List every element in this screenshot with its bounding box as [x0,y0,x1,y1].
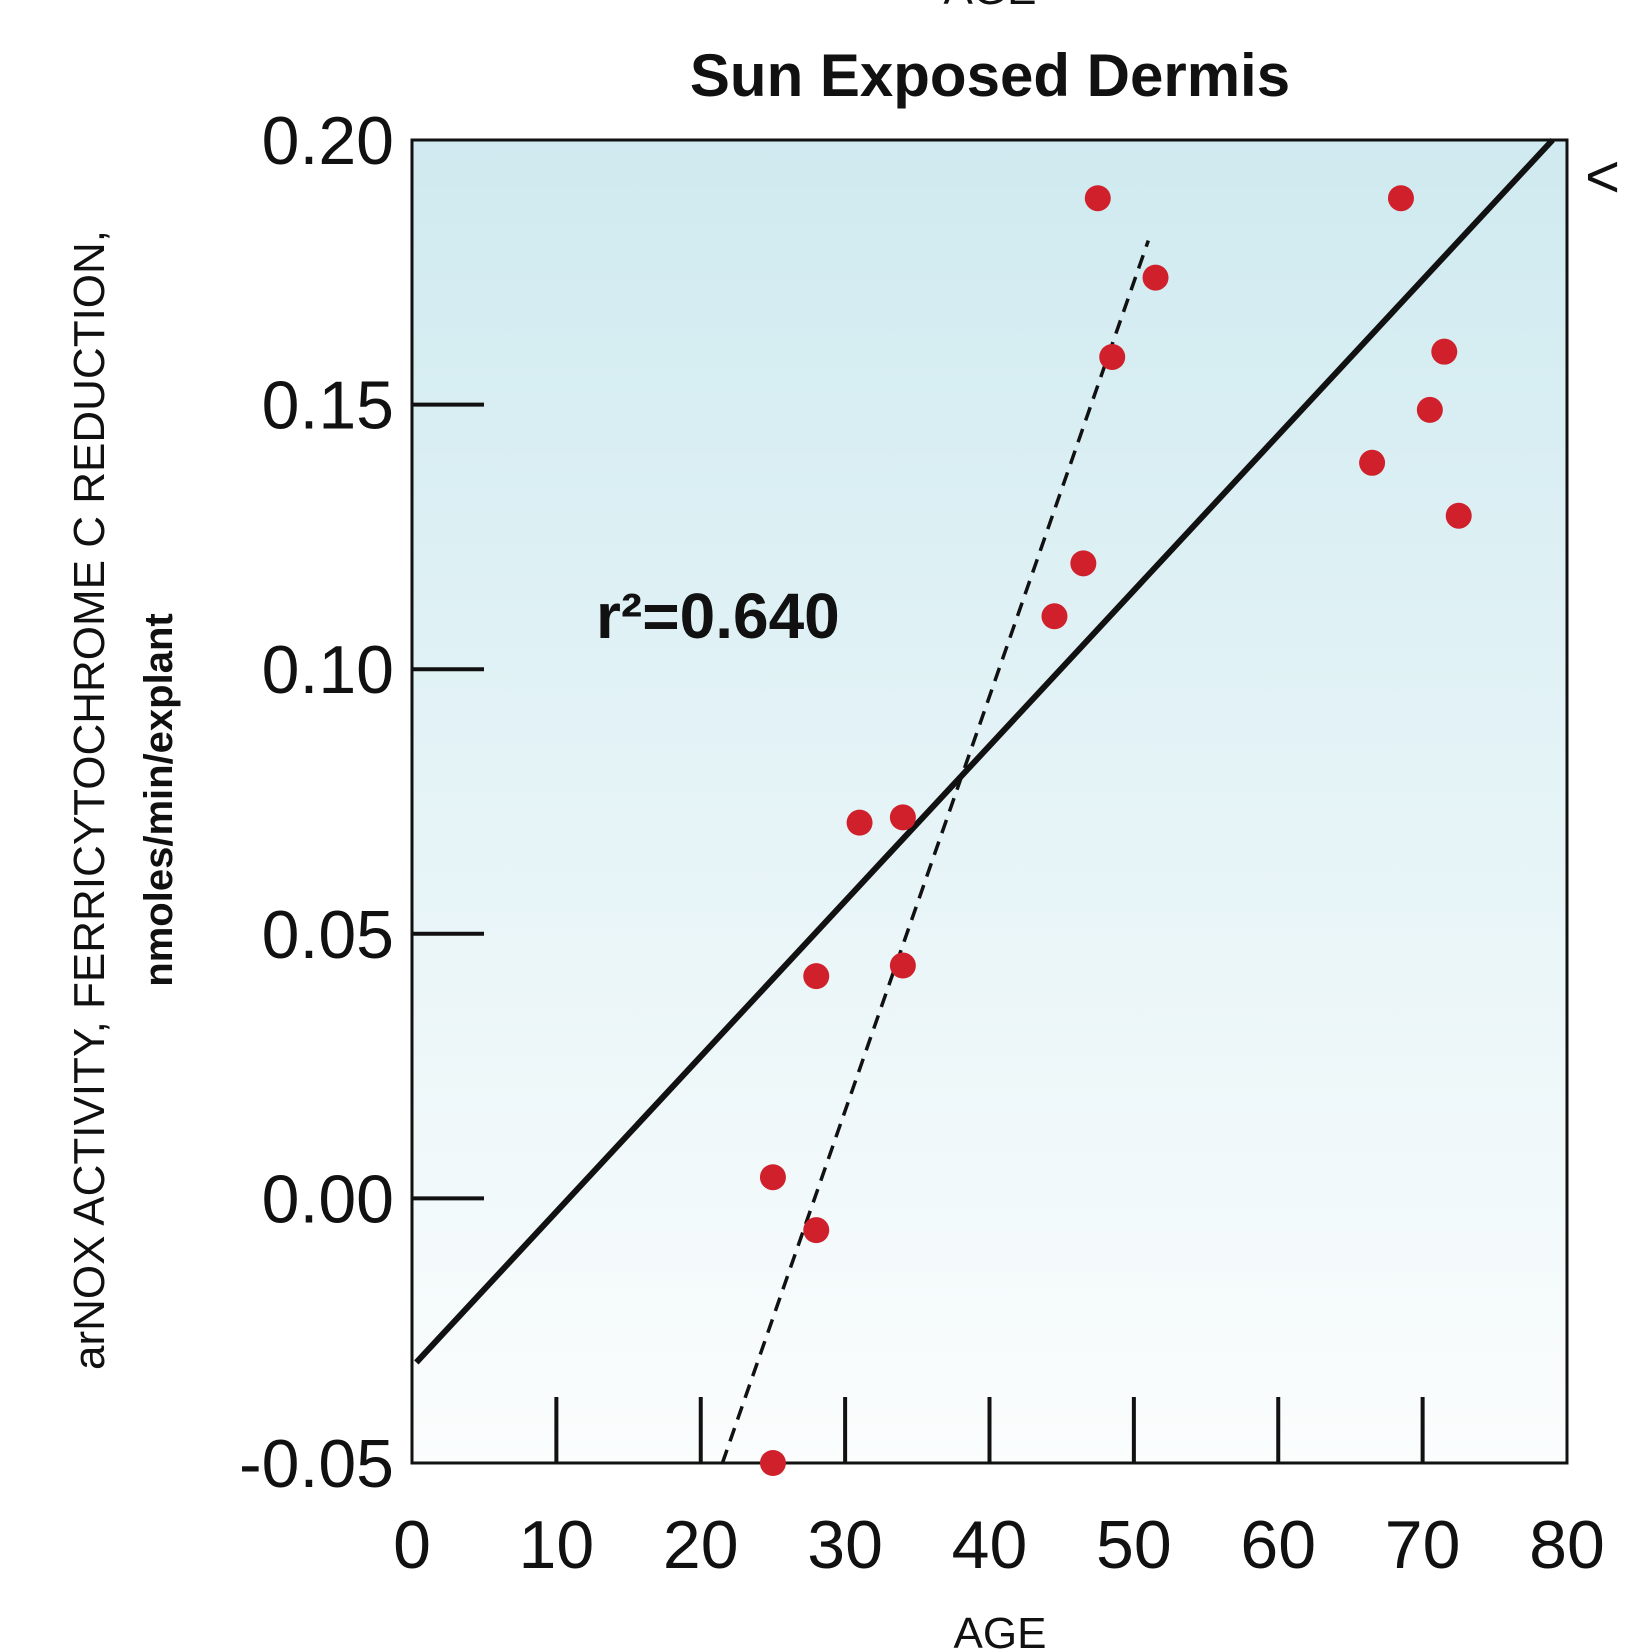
data-point [1416,396,1443,423]
fit-lines [414,137,1555,1464]
x-tick-label: 70 [1385,1507,1461,1583]
y-axis-ticks: -0.05 0.00 0.05 0.10 0.15 0.20 [239,103,484,1502]
y-axis-unit-label: nmoles/min/explant [137,613,181,986]
x-tick-label: 0 [393,1507,431,1583]
data-point [889,952,916,979]
x-axis-label: AGE [954,1609,1047,1652]
y-tick-label: 0.05 [262,897,394,973]
y-tick-label: -0.05 [239,1426,394,1502]
data-point [1041,603,1068,630]
data-point [1387,185,1414,212]
data-point [803,1217,830,1244]
data-point [759,1450,786,1476]
data-point [1070,550,1097,577]
data-point [1084,185,1111,212]
y-tick-label: 0.20 [262,103,394,179]
data-point [803,963,830,990]
chart-title: Sun Exposed Dermis [690,42,1290,109]
x-tick-label: 40 [952,1507,1028,1583]
x-tick-label: 30 [807,1507,883,1583]
x-tick-label: 10 [519,1507,595,1583]
data-point [1142,264,1169,291]
edge-mark: < [1585,143,1620,210]
data-points [759,185,1472,1476]
x-tick-label: 80 [1529,1507,1605,1583]
y-tick-label: 0.10 [262,632,394,708]
top-cut-label: AGE [944,0,1037,14]
x-tick-label: 20 [663,1507,739,1583]
r-squared-annotation: r²=0.640 [596,580,840,652]
solid-fit-line [414,137,1555,1365]
plot-area [410,138,1569,1465]
x-axis-ticks: 0 10 20 30 40 50 60 70 80 [393,1397,1605,1583]
data-point [1431,338,1458,365]
x-tick-label: 50 [1096,1507,1172,1583]
data-point [1099,343,1126,370]
y-tick-label: 0.00 [262,1161,394,1237]
data-point [1359,449,1386,476]
dashed-fit-line [720,239,1150,1464]
data-point [846,809,873,836]
data-point [1445,502,1472,529]
data-point [759,1164,786,1191]
data-point [889,804,916,831]
x-tick-label: 60 [1240,1507,1316,1583]
y-axis-label: arNOX ACTIVITY, FERRICYTOCHROME C REDUCT… [65,230,114,1370]
y-tick-label: 0.15 [262,368,394,444]
